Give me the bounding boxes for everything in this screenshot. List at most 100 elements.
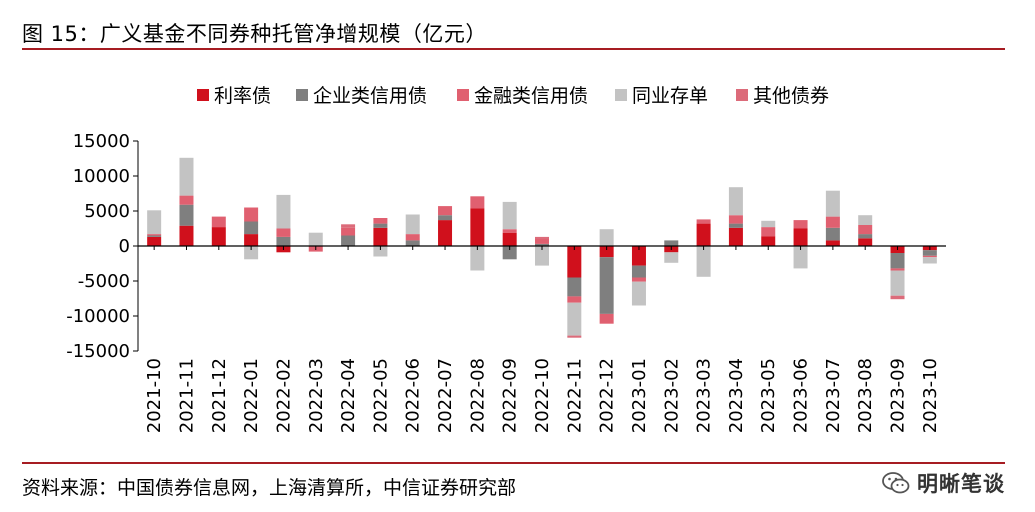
bar-segment — [373, 223, 388, 228]
y-tick-label: 15000 — [73, 131, 130, 152]
bar-segment — [211, 216, 226, 228]
y-tick-label: 5000 — [84, 201, 130, 222]
footer-rule — [22, 462, 1005, 464]
brand-name: 明晰笔谈 — [917, 472, 1005, 496]
bar-segment — [405, 240, 420, 246]
bar-segment — [664, 252, 679, 263]
x-tick-label: 2022-01 — [241, 358, 262, 433]
x-tick-label: 2022-02 — [273, 358, 294, 433]
legend-swatch — [296, 89, 308, 101]
source-note: 资料来源：中国债券信息网，上海清算所，中信证券研究部 — [22, 477, 517, 499]
bar-segment — [858, 238, 873, 246]
bar-segment — [535, 246, 549, 266]
x-tick-label: 2022-04 — [338, 358, 359, 433]
bar-segment — [793, 228, 808, 246]
bar-segment — [438, 220, 453, 246]
bar-segment — [631, 265, 646, 278]
legend-swatch — [197, 89, 209, 101]
bar-segment — [276, 228, 291, 237]
bar-segment — [502, 246, 517, 260]
y-axis: 15000 10000 5000 0 -5000 -10000 -15000 — [66, 131, 139, 362]
bar-segment — [858, 215, 873, 225]
x-tick-label: 2022-05 — [370, 358, 391, 433]
bar-segment — [696, 223, 711, 246]
bar-segment — [890, 268, 905, 271]
legend-label: 利率债 — [214, 85, 271, 107]
bar-segment — [244, 221, 259, 235]
bar-segment — [179, 195, 194, 205]
bar-segment — [147, 236, 162, 246]
bar-segment — [341, 227, 356, 236]
bar-segment — [599, 257, 614, 314]
bar-segment — [793, 220, 808, 229]
bar-segment — [728, 215, 743, 224]
bar-segment — [696, 246, 711, 277]
bar-segment — [631, 277, 646, 282]
bar-segment — [211, 227, 226, 246]
bar-segment — [244, 234, 259, 246]
bar-segment — [535, 239, 549, 244]
bar-segment — [567, 335, 582, 338]
bar-segment — [825, 240, 840, 246]
bar-segment — [922, 257, 937, 264]
bar-segment — [922, 255, 937, 258]
legend: 利率债 企业类信用债 金融类信用债 同业存单 其他债券 — [197, 85, 829, 107]
bar-segment — [825, 216, 840, 228]
bar-segment — [567, 246, 582, 278]
x-tick-label: 2023-04 — [726, 358, 747, 433]
bar-segment — [567, 296, 582, 303]
x-tick-label: 2023-10 — [920, 358, 941, 433]
x-tick-label: 2023-09 — [888, 358, 909, 433]
bar-segment — [890, 270, 905, 296]
bar-segment — [179, 204, 194, 226]
x-tick-label: 2023-02 — [661, 358, 682, 433]
bar-segment — [761, 220, 776, 228]
bar-segment — [599, 229, 614, 246]
bar-segment — [761, 236, 776, 246]
bar-segment — [147, 235, 162, 237]
x-tick-label: 2022-09 — [500, 358, 521, 433]
bar-segment — [147, 210, 162, 235]
bar-segment — [244, 207, 259, 222]
legend-swatch — [615, 89, 627, 101]
wechat-icon — [882, 472, 910, 494]
x-tick-label: 2022-06 — [403, 358, 424, 433]
bar-segment — [890, 253, 905, 269]
bar-segment — [373, 246, 388, 257]
bar-segment — [308, 232, 323, 246]
bar-segment — [535, 236, 549, 239]
y-tick-label: -15000 — [66, 341, 130, 362]
legend-swatch — [736, 89, 748, 101]
bar-segment — [890, 295, 905, 300]
bar-segment — [470, 196, 485, 209]
bar-segment — [825, 190, 840, 217]
bar-segment — [696, 219, 711, 224]
y-tick-label: -5000 — [78, 271, 130, 292]
x-tick-label: 2023-05 — [758, 358, 779, 433]
bar-segment — [341, 235, 356, 246]
bar-segment — [470, 208, 485, 246]
x-tick-label: 2022-11 — [564, 358, 585, 433]
brand: 明晰笔谈 — [881, 468, 1005, 498]
x-tick-label: 2023-01 — [629, 358, 650, 433]
bar-segment — [438, 206, 453, 216]
bar-segment — [179, 225, 194, 246]
bar-segment — [793, 246, 808, 269]
x-tick-label: 2023-06 — [791, 358, 812, 433]
x-tick-label: 2023-07 — [823, 358, 844, 433]
bar-segment — [405, 234, 420, 241]
bar-segment — [599, 246, 614, 258]
bar-segment — [405, 214, 420, 235]
legend-label: 金融类信用债 — [474, 85, 588, 107]
bar-segment — [858, 234, 873, 239]
x-tick-label: 2021-12 — [209, 358, 230, 433]
bar-segment — [276, 194, 291, 229]
bars — [147, 157, 937, 338]
bar-segment — [922, 250, 937, 256]
bar-segment — [179, 157, 194, 196]
bar-segment — [502, 232, 517, 246]
x-tick-label: 2022-07 — [435, 358, 456, 433]
legend-label: 企业类信用债 — [313, 85, 427, 107]
legend-label: 其他债券 — [753, 85, 829, 107]
